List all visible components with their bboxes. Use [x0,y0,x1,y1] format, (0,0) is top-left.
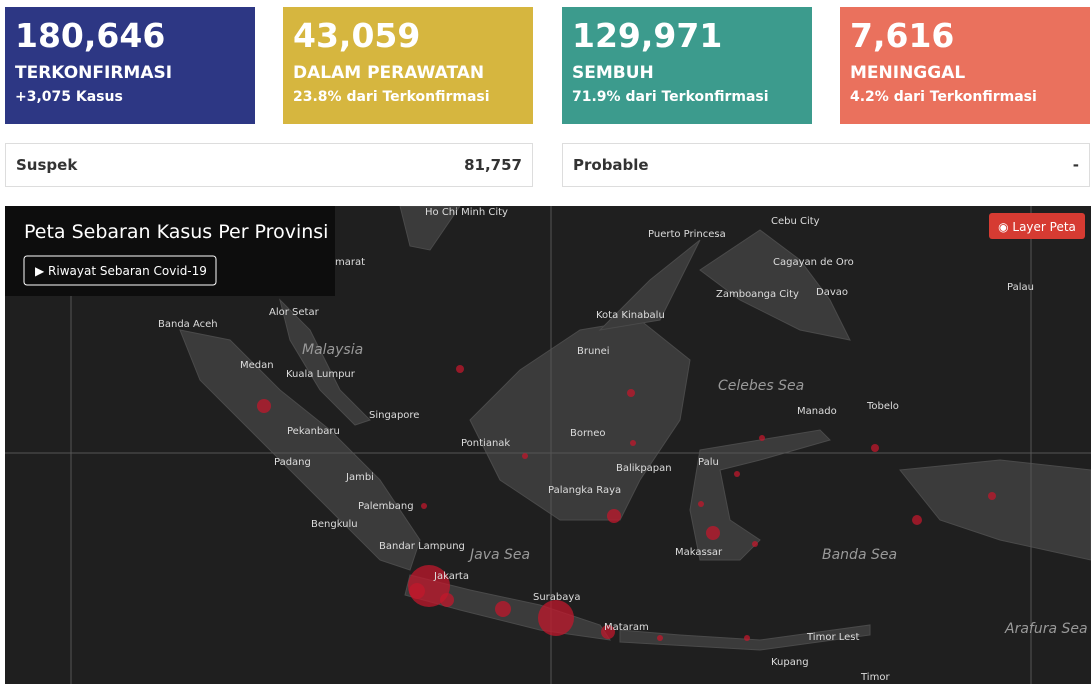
row-value: - [1072,156,1079,174]
place-label: Arafura Sea [1004,621,1088,637]
history-button[interactable] [23,255,217,286]
card-value: 180,646 [15,16,166,55]
place-label: Borneo [570,428,606,439]
card-label: DALAM PERAWATAN [293,63,485,83]
place-label: Tobelo [866,401,899,412]
place-label: Timor [860,672,890,683]
place-label: Medan [240,360,274,371]
place-label: Palau [1007,282,1034,293]
row-label: Probable [573,156,649,174]
place-label: Kuala Lumpur [286,369,356,380]
case-marker[interactable] [912,515,922,525]
place-label: Pontianak [461,438,510,449]
place-label: Cagayan de Oro [773,257,854,268]
case-marker[interactable] [988,492,996,500]
card-label: SEMBUH [572,63,654,83]
history-button-label[interactable]: ▶ Riwayat Sebaran Covid-19 [35,264,207,278]
place-label: Palangka Raya [548,485,621,496]
place-label: Singapore [369,410,419,421]
card-sub: 4.2% dari Terkonfirmasi [850,89,1037,105]
place-label: Manado [797,406,837,417]
card: 7,616 MENINGGAL 4.2% dari Terkonfirmasi [840,7,1090,124]
case-marker[interactable] [522,453,528,459]
place-label: Brunei [577,346,610,357]
case-marker[interactable] [257,399,271,413]
card-value: 7,616 [850,16,955,55]
place-label: Jambi [345,472,374,483]
case-marker[interactable] [456,365,464,373]
place-label: Padang [274,457,311,468]
card-label: MENINGGAL [850,63,966,83]
place-label: Kupang [771,657,809,668]
card: 43,059 DALAM PERAWATAN 23.8% dari Terkonfi… [283,7,533,124]
case-marker[interactable] [706,526,720,540]
case-marker[interactable] [759,435,765,441]
case-marker[interactable] [495,601,511,617]
case-marker[interactable] [871,444,879,452]
case-marker[interactable] [752,541,758,547]
case-marker[interactable] [627,389,635,397]
case-marker[interactable] [601,625,615,639]
place-label: Java Sea [467,547,530,563]
row-label: Suspek [16,156,78,174]
card-sub: 23.8% dari Terkonfirmasi [293,89,490,105]
layer-button[interactable] [989,213,1085,239]
place-label: Puerto Princesa [648,229,726,240]
layer-button-label[interactable]: ◉ Layer Peta [998,220,1076,234]
map-labels: Ho Chi Minh CityNakhon Si ThammaratBanda… [158,207,1088,683]
place-label: Ho Chi Minh City [425,207,508,218]
map[interactable]: Ho Chi Minh CityNakhon Si ThammaratBanda… [5,206,1091,684]
place-label: Makassar [675,547,723,558]
stat-row: Suspek 81,757 [5,143,533,187]
case-marker[interactable] [607,509,621,523]
place-label: Balikpapan [616,463,672,474]
case-markers [257,365,996,641]
case-marker[interactable] [440,593,454,607]
place-label: Banda Aceh [158,319,218,330]
case-marker[interactable] [421,503,427,509]
place-label: Palu [698,457,719,468]
map-title: Peta Sebaran Kasus Per Provinsi [24,221,328,243]
card-value: 129,971 [572,16,723,55]
place-label: Zamboanga City [716,289,799,300]
place-label: Alor Setar [269,307,320,318]
place-label: Celebes Sea [718,378,804,394]
card-sub: +3,075 Kasus [15,89,123,105]
place-label: Palembang [358,501,414,512]
case-marker[interactable] [538,600,574,636]
card: 180,646 TERKONFIRMASI +3,075 Kasus [5,7,255,124]
case-marker[interactable] [734,471,740,477]
case-marker[interactable] [630,440,636,446]
card-label: TERKONFIRMASI [15,63,173,83]
place-label: Malaysia [302,342,363,358]
place-label: Jakarta [433,571,469,582]
place-label: Timor Lest [806,632,859,643]
card: 129,971 SEMBUH 71.9% dari Terkonfirmasi [562,7,812,124]
title-panel [5,206,335,296]
place-label: Banda Sea [822,547,897,563]
place-label: Davao [816,287,848,298]
card-sub: 71.9% dari Terkonfirmasi [572,89,769,105]
place-label: Mataram [604,622,649,633]
place-label: Cebu City [771,216,820,227]
stat-row: Probable - [562,143,1090,187]
place-label: Pekanbaru [287,426,340,437]
case-marker[interactable] [744,635,750,641]
place-label: Bengkulu [311,519,358,530]
place-label: Kota Kinabalu [596,310,665,321]
case-marker[interactable] [409,583,425,599]
place-label: Bandar Lampung [379,541,465,552]
case-marker[interactable] [657,635,663,641]
place-label: Surabaya [533,592,580,603]
row-value: 81,757 [464,156,522,174]
card-value: 43,059 [293,16,421,55]
case-marker[interactable] [698,501,704,507]
